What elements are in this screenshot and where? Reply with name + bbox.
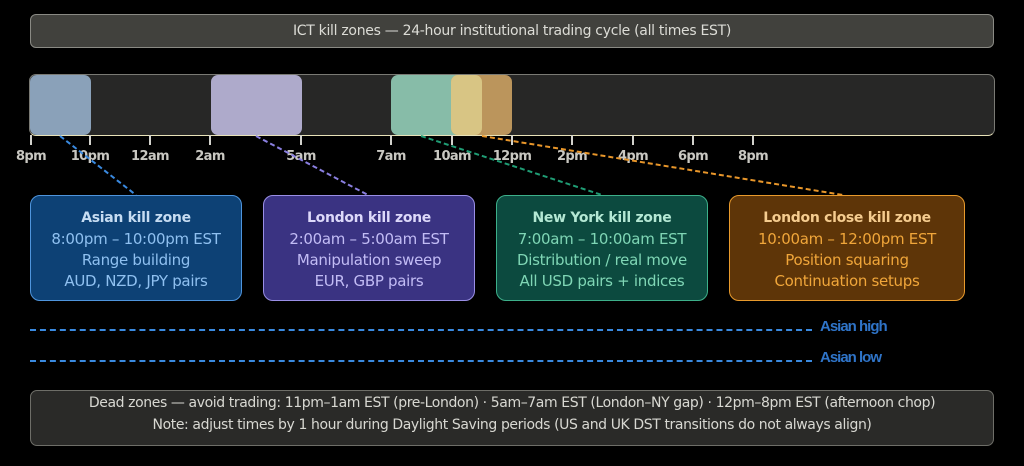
card-time: 10:00am – 12:00pm EST: [757, 230, 937, 248]
tick: [300, 135, 302, 145]
axis-label: 7am: [376, 149, 406, 164]
dst-note: Note: adjust times by 1 hour during Dayl…: [152, 417, 872, 433]
tick: [511, 135, 513, 145]
axis-label: 8pm: [15, 149, 47, 164]
axis-label: 12pm: [492, 149, 532, 164]
card-pairs: Continuation setups: [774, 272, 920, 290]
card-asian-kill-zone: Asian kill zone 8:00pm – 10:00pm EST Ran…: [30, 195, 242, 301]
timeline-bar: [29, 74, 995, 136]
diagram-title: ICT kill zones — 24-hour institutional t…: [30, 14, 994, 48]
asian-low-line: [30, 360, 812, 362]
card-title: New York kill zone: [532, 210, 672, 226]
card-role: Manipulation sweep: [296, 251, 442, 269]
dead-zones-note: Dead zones — avoid trading: 11pm–1am EST…: [88, 395, 936, 411]
zone-london: [211, 75, 302, 135]
tick: [571, 135, 573, 145]
axis-label: 8pm: [737, 149, 769, 164]
tick: [451, 135, 453, 145]
tick: [209, 135, 211, 145]
card-role: Position squaring: [785, 251, 909, 269]
tick: [692, 135, 694, 145]
notes-panel: [30, 390, 994, 446]
card-time: 7:00am – 10:00am EST: [517, 230, 687, 248]
card-london-close-kill-zone: London close kill zone 10:00am – 12:00pm…: [729, 195, 965, 301]
tick: [752, 135, 754, 145]
asian-high-line: [30, 329, 812, 331]
asian-high-label: Asian high: [820, 318, 888, 335]
axis-label: 6pm: [677, 149, 709, 164]
card-pairs: EUR, GBP pairs: [314, 272, 424, 290]
title-text: ICT kill zones — 24-hour institutional t…: [292, 23, 732, 39]
zone-asian: [30, 75, 91, 135]
tick: [632, 135, 634, 145]
card-title: London kill zone: [307, 210, 431, 226]
tick: [30, 135, 32, 145]
card-time: 8:00pm – 10:00pm EST: [51, 230, 221, 248]
axis-label: 5am: [286, 149, 316, 164]
axis-label: 2am: [195, 149, 225, 164]
card-new-york-kill-zone: New York kill zone 7:00am – 10:00am EST …: [496, 195, 708, 301]
card-pairs: AUD, NZD, JPY pairs: [64, 272, 208, 290]
card-time: 2:00am – 5:00am EST: [289, 230, 449, 248]
card-role: Distribution / real move: [517, 251, 687, 269]
asian-low-label: Asian low: [820, 349, 882, 366]
tick: [390, 135, 392, 145]
axis-label: 12am: [130, 149, 170, 164]
axis-label: 10am: [432, 149, 472, 164]
card-role: Range building: [81, 251, 191, 269]
card-london-kill-zone: London kill zone 2:00am – 5:00am EST Man…: [263, 195, 475, 301]
tick: [149, 135, 151, 145]
card-title: Asian kill zone: [81, 210, 191, 226]
card-title: London close kill zone: [763, 210, 931, 226]
card-pairs: All USD pairs + indices: [519, 272, 685, 290]
tick: [89, 135, 91, 145]
zone-overlap: [451, 75, 482, 135]
